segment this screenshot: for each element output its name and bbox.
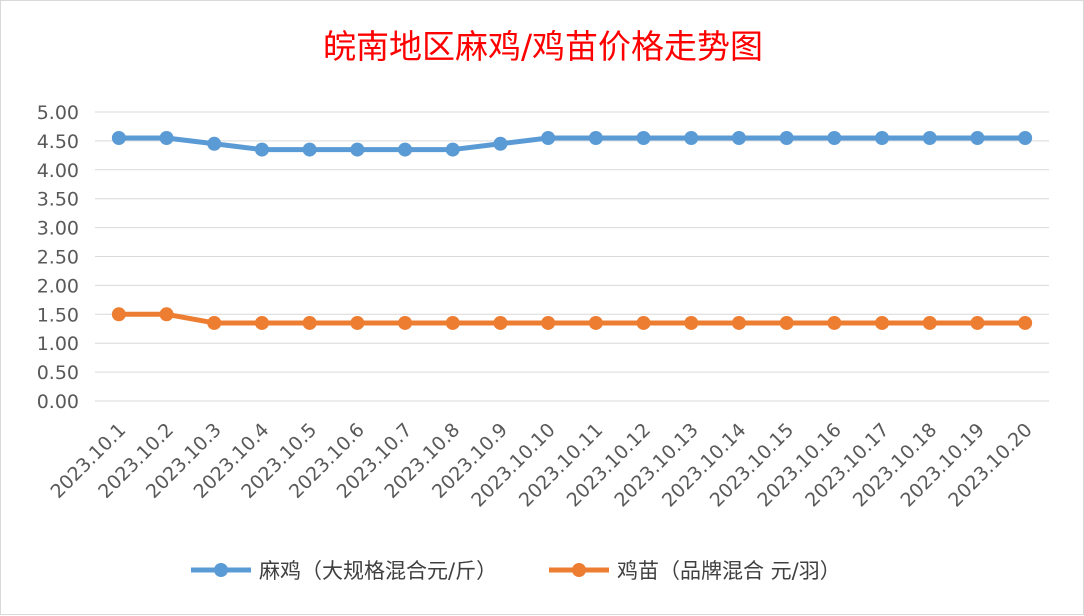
data-point: [302, 142, 317, 157]
series-line: [118, 311, 1026, 326]
data-point: [159, 307, 174, 322]
y-axis-ticks: 0.00 0.50 1.00 1.50 2.00 2.50 3.00 3.50 4.00 4.50…: [37, 102, 79, 413]
legend-label: 麻鸡（大规格混合元/斤）: [259, 559, 497, 583]
data-point: [398, 315, 413, 330]
data-point: [684, 315, 699, 330]
series-lines: [111, 131, 1033, 330]
series-2: [111, 307, 1033, 330]
data-point: [922, 315, 937, 330]
legend-swatch-marker: [214, 563, 228, 577]
data-point: [111, 131, 126, 146]
data-point: [588, 315, 603, 330]
data-point: [731, 315, 746, 330]
data-point: [636, 315, 651, 330]
gridlines: [95, 111, 1049, 402]
y-tick-label: 4.50: [37, 131, 79, 153]
data-point: [827, 315, 842, 330]
x-axis-ticks: 2023.10.12023.10.22023.10.32023.10.42023…: [46, 419, 1036, 511]
chart-title: 皖南地区麻鸡/鸡苗价格走势图: [323, 27, 763, 66]
y-tick-label: 3.50: [37, 189, 79, 211]
data-point: [254, 142, 269, 157]
series-line: [118, 135, 1026, 153]
legend-swatch-marker: [572, 563, 586, 577]
legend-item: 鸡苗（品牌混合 元/羽）: [549, 559, 841, 583]
data-point: [922, 131, 937, 146]
data-point: [1018, 131, 1033, 146]
data-point: [493, 136, 508, 151]
data-point: [493, 315, 508, 330]
y-tick-label: 1.50: [37, 304, 79, 326]
y-tick-label: 0.50: [37, 362, 79, 384]
series-1: [111, 131, 1033, 157]
legend: 麻鸡（大规格混合元/斤） 鸡苗（品牌混合 元/羽）: [191, 559, 841, 583]
y-tick-label: 0.00: [37, 391, 79, 413]
data-point: [731, 131, 746, 146]
data-point: [541, 131, 556, 146]
data-point: [875, 131, 890, 146]
y-tick-label: 1.00: [37, 333, 79, 355]
data-point: [1018, 315, 1033, 330]
legend-item: 麻鸡（大规格混合元/斤）: [191, 559, 497, 583]
data-point: [636, 131, 651, 146]
data-point: [970, 315, 985, 330]
data-point: [684, 131, 699, 146]
data-point: [779, 131, 794, 146]
data-point: [970, 131, 985, 146]
y-tick-label: 2.50: [37, 247, 79, 269]
data-point: [541, 315, 556, 330]
data-point: [875, 315, 890, 330]
data-point: [350, 142, 365, 157]
legend-label: 鸡苗（品牌混合 元/羽）: [617, 559, 841, 583]
data-point: [588, 131, 603, 146]
y-tick-label: 5.00: [37, 102, 79, 124]
data-point: [302, 315, 317, 330]
data-point: [350, 315, 365, 330]
data-point: [207, 315, 222, 330]
y-tick-label: 2.00: [37, 275, 79, 297]
data-point: [111, 307, 126, 322]
data-point: [779, 315, 794, 330]
data-point: [159, 131, 174, 146]
data-point: [445, 142, 460, 157]
data-point: [827, 131, 842, 146]
y-tick-label: 3.00: [37, 218, 79, 240]
data-point: [445, 315, 460, 330]
y-tick-label: 4.00: [37, 160, 79, 182]
data-point: [398, 142, 413, 157]
data-point: [254, 315, 269, 330]
data-point: [207, 136, 222, 151]
